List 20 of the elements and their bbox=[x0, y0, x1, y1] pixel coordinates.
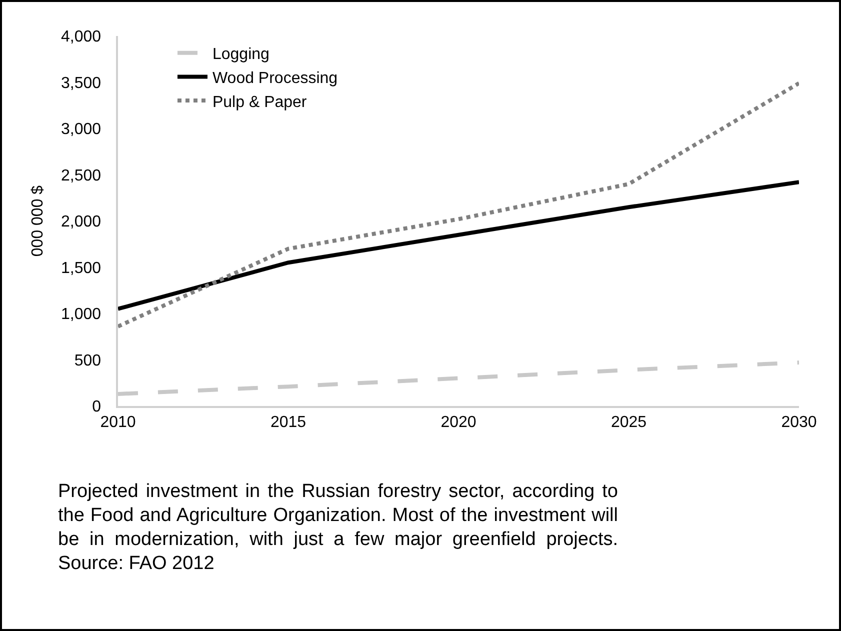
y-tick-label: 2,000 bbox=[61, 214, 102, 231]
y-tick-label: 2,500 bbox=[61, 167, 102, 184]
line-series bbox=[118, 180, 799, 311]
x-tick-label: 2010 bbox=[100, 414, 136, 431]
x-tick-label: 2015 bbox=[270, 414, 306, 431]
y-tick-label: 0 bbox=[92, 398, 102, 416]
legend-label: Wood Processing bbox=[212, 70, 338, 87]
y-tick-label: 3,500 bbox=[61, 74, 102, 92]
y-tick-label: 500 bbox=[74, 352, 102, 370]
legend-label: Logging bbox=[212, 46, 270, 64]
x-tick-label: 2025 bbox=[610, 414, 647, 431]
y-tick-label: 1,500 bbox=[61, 260, 102, 277]
x-tick-label: 2030 bbox=[781, 414, 817, 431]
y-axis-title: 000 000 $ bbox=[29, 185, 46, 257]
y-tick-label: 3,000 bbox=[61, 121, 102, 138]
y-tick-label: 1,000 bbox=[61, 306, 102, 324]
text: Projected investment in the Russian forestry sector, according to the Food and Agriculture Organization. Most of the investment will be in modernization, with just a few major greenfield projects. Source: FAO 2012 bbox=[58, 480, 618, 576]
legend-label: Pulp & Paper bbox=[212, 94, 308, 111]
y-tick-label: 4,000 bbox=[61, 28, 102, 46]
x-tick-label: 2020 bbox=[440, 414, 476, 431]
